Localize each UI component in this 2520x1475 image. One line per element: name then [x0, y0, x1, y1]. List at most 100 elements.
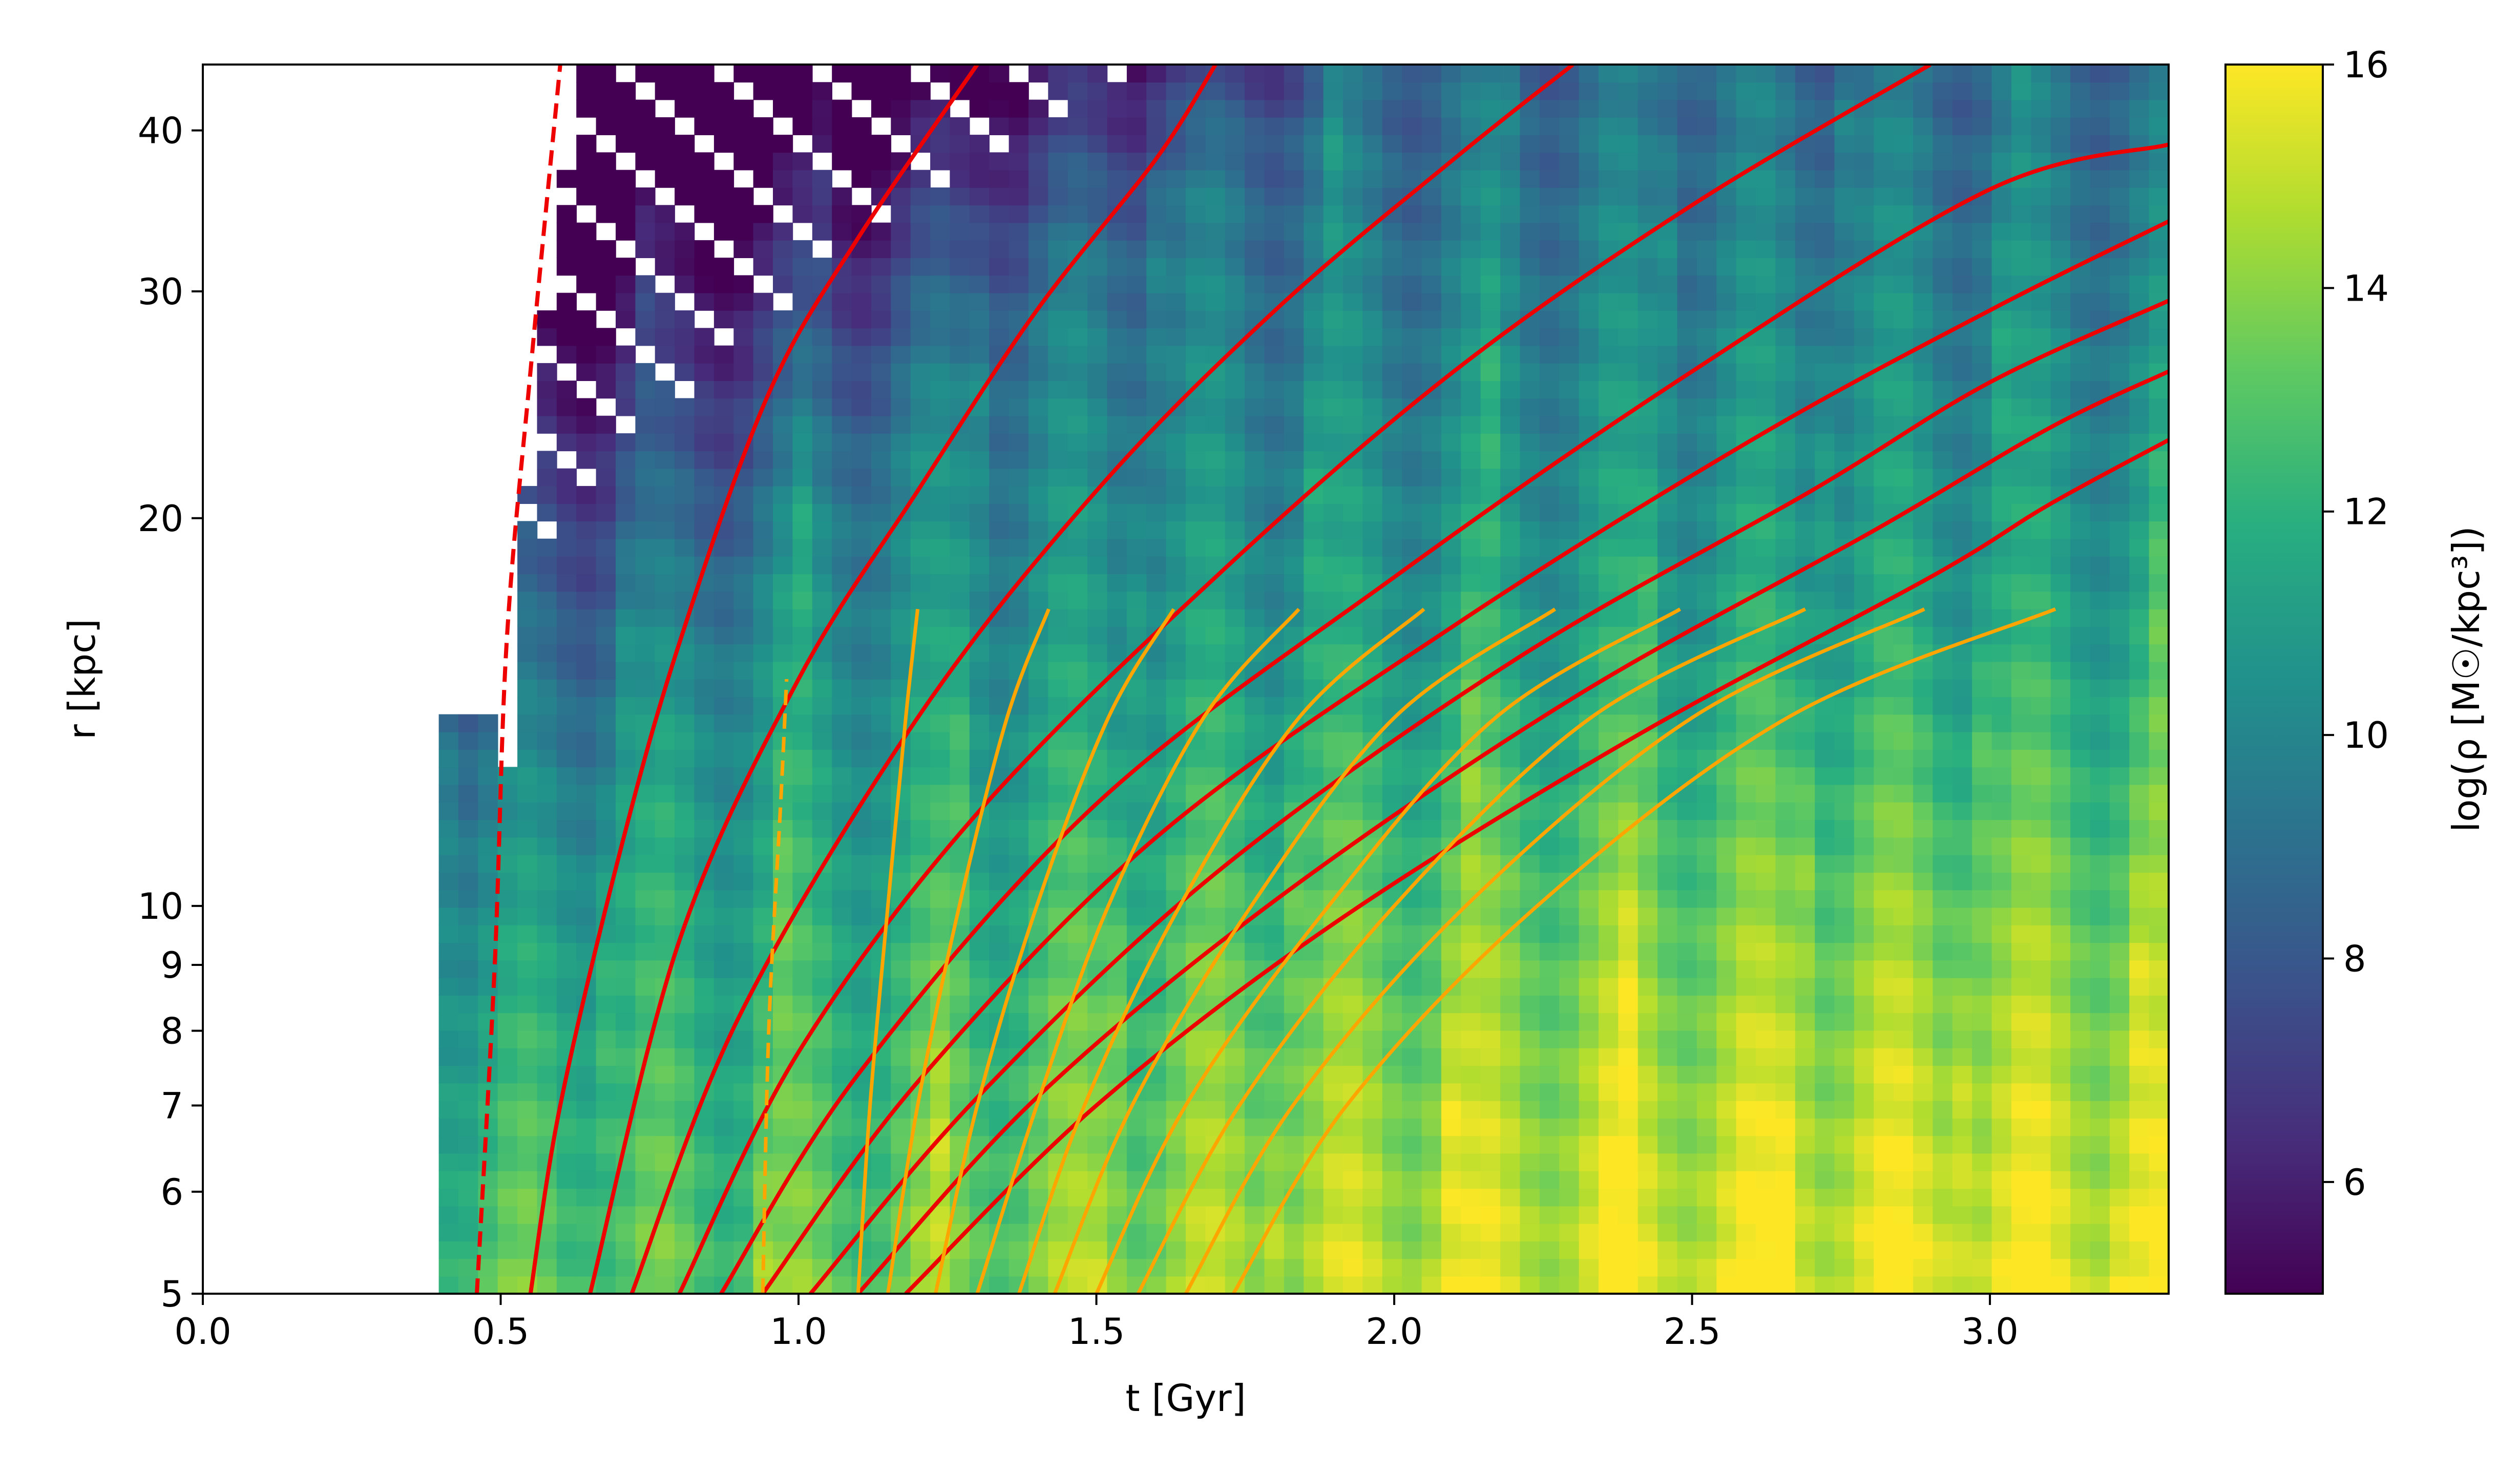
heatmap-cell: [537, 644, 557, 662]
heatmap-cell: [1716, 802, 1737, 820]
heatmap-cell: [1736, 381, 1756, 399]
heatmap-cell: [851, 819, 872, 838]
heatmap-cell: [792, 995, 813, 1014]
heatmap-cell: [1048, 608, 1068, 627]
heatmap-cell: [1166, 521, 1186, 539]
heatmap-cell: [969, 574, 990, 592]
heatmap-cell: [1500, 960, 1521, 978]
heatmap-cell: [1775, 925, 1796, 943]
heatmap-cell: [969, 152, 990, 171]
heatmap-cell: [497, 1258, 518, 1277]
heatmap-cell: [910, 205, 931, 223]
heatmap-cell: [1009, 292, 1029, 311]
heatmap-cell: [1225, 82, 1245, 100]
heatmap-cell: [517, 1206, 538, 1224]
heatmap-cell: [1716, 82, 1737, 100]
heatmap-cell: [910, 556, 931, 575]
heatmap-cell: [1716, 433, 1737, 452]
heatmap-cell: [910, 398, 931, 416]
heatmap-cell: [1795, 907, 1815, 925]
heatmap-cell: [1599, 345, 1619, 364]
heatmap-cell: [792, 626, 813, 645]
heatmap-cell: [1677, 170, 1697, 188]
heatmap-cell: [1677, 942, 1697, 961]
heatmap-cell: [1087, 170, 1108, 188]
heatmap-cell: [1893, 275, 1914, 293]
heatmap-cell: [1657, 1118, 1678, 1136]
heatmap-cell: [910, 1188, 931, 1207]
heatmap-cell: [1599, 1171, 1619, 1189]
heatmap-cell: [1343, 854, 1363, 873]
heatmap-cell: [635, 415, 656, 434]
heatmap-cell: [1539, 644, 1560, 662]
heatmap-cell: [1461, 1276, 1481, 1294]
heatmap-cell: [537, 890, 557, 908]
heatmap-cell: [1402, 521, 1422, 539]
heatmap-cell: [1402, 925, 1422, 943]
heatmap-cell: [1716, 731, 1737, 750]
heatmap-cell: [1854, 1223, 1875, 1241]
heatmap-cell: [675, 1223, 695, 1241]
heatmap-cell: [1500, 1258, 1521, 1277]
heatmap-cell: [1775, 1188, 1796, 1207]
heatmap-cell: [733, 556, 754, 575]
heatmap-cell: [1421, 1118, 1442, 1136]
heatmap-cell: [1539, 1135, 1560, 1154]
heatmap-cell: [733, 1171, 754, 1189]
heatmap-cell: [1696, 1171, 1717, 1189]
heatmap-cell: [1186, 275, 1206, 293]
heatmap-cell: [1559, 99, 1580, 118]
heatmap-cell: [1107, 925, 1127, 943]
heatmap-cell: [1107, 135, 1127, 153]
heatmap-cell: [1264, 714, 1285, 732]
heatmap-cell: [753, 433, 773, 452]
heatmap-cell: [1362, 275, 1383, 293]
heatmap-cell: [635, 925, 656, 943]
heatmap-cell: [1126, 258, 1147, 276]
heatmap-cell: [1205, 170, 1226, 188]
heatmap-cell: [1126, 591, 1147, 609]
heatmap-cell: [1500, 433, 1521, 452]
heatmap-cell: [713, 258, 734, 276]
heatmap-cell: [1539, 1118, 1560, 1136]
heatmap-cell: [1775, 1083, 1796, 1101]
heatmap-cell: [950, 363, 970, 381]
heatmap-cell: [1637, 65, 1658, 83]
heatmap-cell: [1716, 960, 1737, 978]
heatmap-cell: [616, 503, 636, 522]
heatmap-cell: [1893, 1013, 1914, 1031]
heatmap-cell: [1028, 661, 1049, 680]
heatmap-cell: [1009, 187, 1029, 206]
heatmap-cell: [1067, 152, 1088, 171]
heatmap-cell: [871, 661, 892, 680]
heatmap-cell: [1284, 187, 1305, 206]
heatmap-cell: [733, 854, 754, 873]
heatmap-cell: [576, 415, 597, 434]
heatmap-cell: [950, 697, 970, 715]
heatmap-cell: [1579, 1135, 1599, 1154]
heatmap-cell: [1756, 170, 1776, 188]
heatmap-cell: [1815, 890, 1835, 908]
heatmap-cell: [1343, 415, 1363, 434]
heatmap-cell: [753, 784, 773, 803]
heatmap-cell: [1775, 1223, 1796, 1241]
heatmap-cell: [1696, 433, 1717, 452]
heatmap-cell: [1539, 240, 1560, 258]
heatmap-cell: [1048, 942, 1068, 961]
heatmap-cell: [1618, 292, 1639, 311]
heatmap-cell: [1599, 1223, 1619, 1241]
heatmap-cell: [1480, 1188, 1501, 1207]
heatmap-cell: [812, 591, 832, 609]
heatmap-cell: [1834, 1100, 1855, 1119]
heatmap-cell: [1696, 591, 1717, 609]
heatmap-cell: [832, 292, 852, 311]
heatmap-cell: [1343, 538, 1363, 557]
heatmap-cell: [1225, 99, 1245, 118]
heatmap-cell: [969, 1241, 990, 1259]
heatmap-cell: [1067, 363, 1088, 381]
heatmap-cell: [1264, 486, 1285, 504]
heatmap-cell: [1599, 574, 1619, 592]
heatmap-cell: [1009, 117, 1029, 135]
heatmap-cell: [1205, 907, 1226, 925]
heatmap-cell: [1402, 152, 1422, 171]
